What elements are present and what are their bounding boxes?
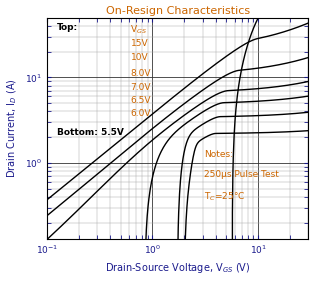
Text: 10V: 10V [131,53,148,62]
X-axis label: Drain-Source Voltage, V$_{GS}$ (V): Drain-Source Voltage, V$_{GS}$ (V) [105,261,250,275]
Text: 8.0V: 8.0V [131,69,151,78]
Text: Notes:: Notes: [204,150,233,159]
Text: 250μs Pulse Test: 250μs Pulse Test [204,170,279,179]
Y-axis label: Drain Current, I$_D$ (A): Drain Current, I$_D$ (A) [6,78,19,178]
Text: 6.0V: 6.0V [131,109,151,118]
Text: Top:: Top: [57,23,78,32]
Text: T$_C$=25°C: T$_C$=25°C [204,190,245,203]
Text: 15V: 15V [131,39,148,48]
Text: 6.5V: 6.5V [131,96,151,105]
Text: Bottom: 5.5V: Bottom: 5.5V [57,128,124,137]
Text: 7.0V: 7.0V [131,83,151,92]
Text: V$_{GS}$: V$_{GS}$ [131,23,148,36]
Title: On-Resign Characteristics: On-Resign Characteristics [106,6,250,15]
